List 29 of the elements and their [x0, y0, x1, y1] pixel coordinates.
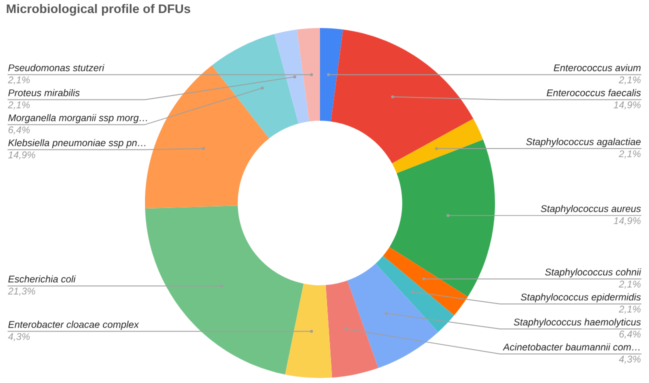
slice-label: Klebsiella pneumoniae ssp pn…	[8, 139, 146, 148]
data-label: 14,9%	[8, 151, 36, 160]
data-label: 2,1%	[618, 306, 641, 314]
data-label: 4,3%	[618, 356, 641, 364]
chart-title: Microbiological profile of DFUs	[6, 4, 190, 16]
data-label: 2,1%	[618, 150, 641, 158]
data-label: 4,3%	[8, 333, 30, 342]
data-label: 2,1%	[618, 280, 641, 289]
slice-label: Staphylococcus haemolyticus	[514, 318, 641, 328]
slice-label: Staphylococcus epidermidis	[520, 293, 641, 302]
slice-label: Staphylococcus agalactiae	[526, 138, 641, 148]
slice-label: Enterobacter cloacae complex	[8, 320, 140, 330]
slice-label: Morganella morganii ssp morg…	[8, 114, 147, 124]
data-label: 6,4%	[8, 126, 30, 134]
data-label: 21,3%	[8, 288, 36, 296]
data-label: 14,9%	[614, 217, 641, 226]
slice-label: Enterococcus faecalis	[546, 89, 641, 96]
slice-label: Staphylococcus cohnii	[545, 268, 642, 278]
data-label: 6,4%	[619, 330, 641, 339]
data-label: 14,9%	[614, 101, 641, 110]
slice-label: Pseudomonas stutzeri	[8, 64, 104, 72]
slice-label: Acinetobacter baumannii com…	[502, 343, 640, 351]
data-label: 2,1%	[8, 76, 30, 84]
slice-label: Proteus mirabilis	[8, 89, 80, 96]
data-label: 2,1%	[618, 76, 641, 84]
slice-label: Escherichia coli	[8, 275, 76, 282]
slice-label: Staphylococcus aureus	[540, 204, 641, 214]
slice-label: Enterococcus avium	[554, 64, 641, 72]
data-label: 2,1%	[8, 101, 30, 110]
